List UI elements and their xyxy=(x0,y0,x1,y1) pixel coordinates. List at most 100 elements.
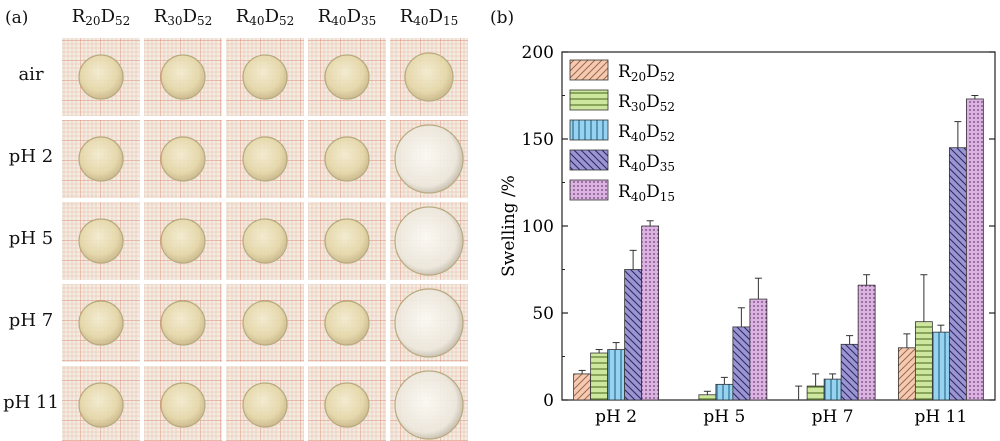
hydrogel-disk xyxy=(394,206,464,276)
legend-item: R30D52 xyxy=(569,89,675,114)
legend-letter: R xyxy=(618,152,632,172)
bar-pattern xyxy=(948,147,967,401)
label-letter: R xyxy=(235,6,250,27)
hydrogel-disk xyxy=(160,382,206,428)
legend-subscript: 20 xyxy=(631,70,646,84)
bar xyxy=(823,373,842,401)
label-letter: R xyxy=(153,6,168,27)
legend-letter: D xyxy=(646,62,660,82)
sample-photo xyxy=(144,284,222,362)
chart-panel: (b) 0 50 100 150 200 Swelling /% pH 2 pH 5 pH 7 p… xyxy=(480,0,1000,441)
label-subscript: 15 xyxy=(443,14,459,28)
hydrogel-disk xyxy=(78,382,124,428)
x-tick-label: pH 2 xyxy=(595,407,637,427)
column-label: R40D52 xyxy=(234,6,296,27)
bar-pattern xyxy=(607,349,626,401)
label-letter: R xyxy=(71,6,86,27)
bar-pattern xyxy=(590,352,609,401)
legend-subscript: 52 xyxy=(660,100,675,114)
sample-photo xyxy=(144,38,222,116)
bar xyxy=(624,249,643,401)
legend-swatch-pattern xyxy=(569,89,609,111)
bar-pattern xyxy=(641,225,660,401)
bar xyxy=(857,274,876,401)
legend-subscript: 52 xyxy=(660,70,675,84)
hydrogel-disk xyxy=(324,54,370,100)
sample-photo xyxy=(144,202,222,280)
sample-photo xyxy=(62,38,140,116)
legend-item: R40D15 xyxy=(569,179,675,204)
hydrogel-disk xyxy=(78,136,124,182)
photo-panel-label: (a) xyxy=(5,8,29,28)
bar xyxy=(732,307,751,401)
bar-pattern xyxy=(698,394,717,401)
bar-pattern xyxy=(624,269,643,401)
legend-subscript: 30 xyxy=(631,100,646,114)
x-tick-label: pH 11 xyxy=(915,407,968,427)
sample-photo xyxy=(226,202,304,280)
legend-letter: R xyxy=(618,122,632,142)
label-letter: D xyxy=(428,6,443,27)
legend-item: R20D52 xyxy=(569,59,675,84)
row-label: air xyxy=(18,64,44,85)
bar xyxy=(573,369,592,401)
legend-swatch-pattern xyxy=(569,179,609,201)
hydrogel-disk xyxy=(160,218,206,264)
bar xyxy=(641,220,660,401)
x-tick-label: pH 7 xyxy=(812,407,854,427)
sample-photo xyxy=(226,120,304,198)
bar-pattern xyxy=(931,331,950,401)
y-tick-label: 200 xyxy=(522,43,554,63)
row-label: pH 11 xyxy=(3,392,59,413)
bar xyxy=(931,324,950,401)
bar-pattern xyxy=(840,343,859,401)
sample-photo xyxy=(62,120,140,198)
bar-pattern xyxy=(965,98,984,401)
hydrogel-disk xyxy=(324,382,370,428)
bar-pattern xyxy=(573,373,592,401)
bar xyxy=(590,349,609,401)
bar xyxy=(715,376,734,401)
hydrogel-disk xyxy=(160,300,206,346)
row-label: pH 2 xyxy=(8,146,54,167)
hydrogel-disk xyxy=(242,382,288,428)
legend-letter: D xyxy=(646,182,660,202)
legend-label: R40D52 xyxy=(618,122,675,144)
column-label: R30D52 xyxy=(152,6,214,27)
sample-photo xyxy=(62,366,140,441)
legend-subscript: 40 xyxy=(631,130,646,144)
bar-pattern xyxy=(715,383,734,401)
hydrogel-disk xyxy=(394,370,464,440)
bar-pattern xyxy=(732,326,751,401)
row-label: pH 7 xyxy=(8,310,54,331)
hydrogel-disk xyxy=(78,54,124,100)
bar-pattern xyxy=(914,321,933,401)
legend-label: R30D52 xyxy=(618,92,675,114)
hydrogel-disk xyxy=(324,136,370,182)
label-subscript: 52 xyxy=(197,14,213,28)
row-label: pH 5 xyxy=(8,228,54,249)
sample-photo xyxy=(390,202,468,280)
hydrogel-disk xyxy=(242,218,288,264)
bar xyxy=(795,385,803,400)
hydrogel-disk xyxy=(324,218,370,264)
legend-swatch-pattern xyxy=(569,149,609,171)
x-tick-label: pH 5 xyxy=(703,407,745,427)
legend-item: R40D52 xyxy=(569,119,675,144)
bar-pattern xyxy=(857,284,876,401)
bar xyxy=(806,373,825,401)
bar-chart: 0 50 100 150 200 Swelling /% pH 2 pH 5 pH 7 pH 11… xyxy=(499,43,996,427)
sample-photo xyxy=(308,366,386,441)
hydrogel-disk xyxy=(78,300,124,346)
y-axis-label: Swelling /% xyxy=(499,175,519,277)
legend-label: R40D35 xyxy=(618,152,675,174)
legend-label: R20D52 xyxy=(618,62,675,84)
label-letter: D xyxy=(264,6,279,27)
label-subscript: 52 xyxy=(115,14,131,28)
sample-photo xyxy=(226,366,304,441)
label-letter: D xyxy=(100,6,115,27)
hydrogel-disk xyxy=(78,218,124,264)
legend-letter: D xyxy=(646,152,660,172)
label-letter: R xyxy=(317,6,332,27)
hydrogel-disk xyxy=(404,52,454,102)
